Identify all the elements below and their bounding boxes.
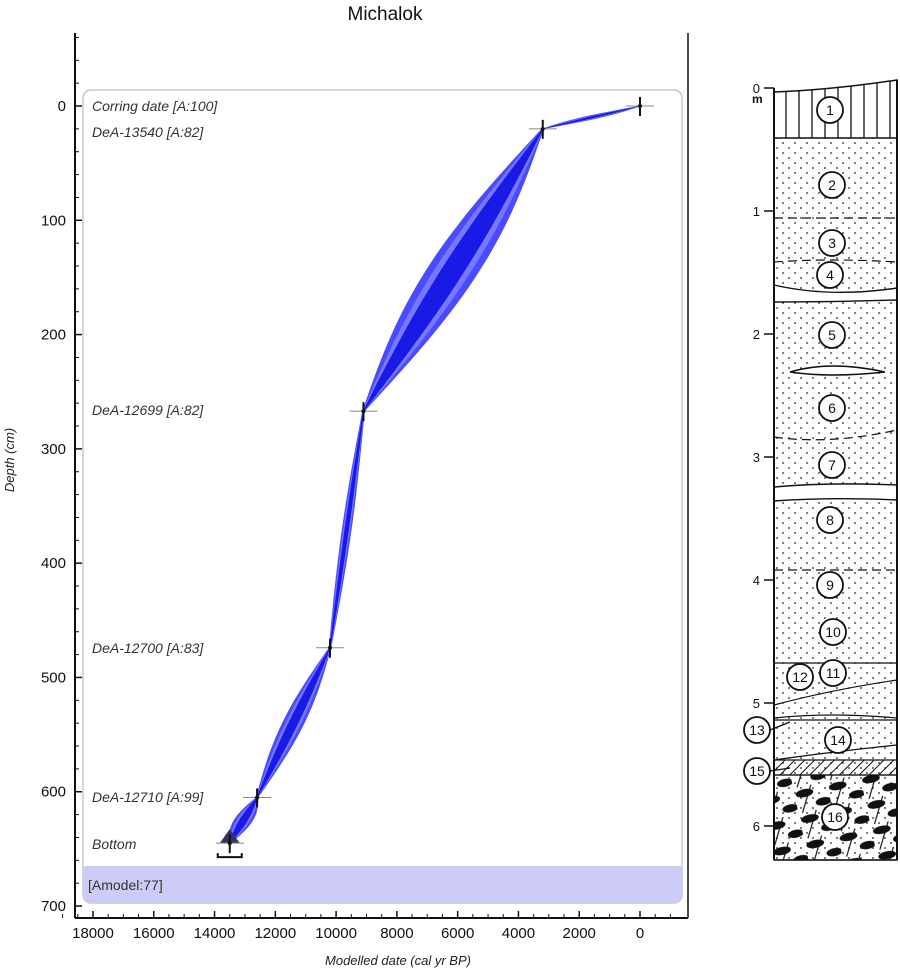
date-point — [255, 795, 260, 800]
model-box — [82, 89, 683, 904]
sample-label: DeA-12699 [A:82] — [92, 402, 204, 418]
layer-circle — [818, 321, 846, 349]
sample-labels: Corring date [A:100] DeA-13540 [A:82] DeA-… — [92, 98, 218, 852]
layer-circle — [821, 803, 849, 831]
layer-15-leader — [769, 767, 791, 772]
layer-circle — [819, 618, 847, 646]
bottom-range-bracket — [216, 853, 243, 859]
scale-label: 1 — [753, 204, 760, 219]
layer-circle — [818, 451, 846, 479]
y-tick-label: 600 — [41, 784, 66, 801]
sample-label: DeA-12700 [A:83] — [92, 640, 204, 656]
layer-13-leader — [769, 721, 791, 731]
layer-number: 5 — [828, 327, 836, 343]
x-axis-title: Modelled date (cal yr BP) — [325, 953, 471, 968]
y-axis-title: Depth (cm) — [2, 428, 17, 492]
y-tick-label: 400 — [41, 555, 66, 572]
amodel-label: [Amodel:77] — [88, 877, 163, 893]
y-tick-label: 0 — [58, 98, 66, 115]
x-tick-label: 6000 — [441, 925, 474, 942]
x-tick-label: 16000 — [133, 925, 175, 942]
layer-number: 13 — [749, 722, 765, 738]
chart-title: Michalok — [348, 4, 423, 25]
layer-circle — [818, 394, 846, 422]
y-tick-label: 300 — [41, 441, 66, 458]
layer-circle — [816, 96, 844, 124]
scale-label: 6 — [753, 819, 760, 834]
y-tick-label: 100 — [41, 212, 66, 229]
y-tick-label: 500 — [41, 669, 66, 686]
sample-label: Bottom — [92, 836, 137, 852]
layer-circle — [816, 506, 844, 534]
layer-number: 14 — [830, 732, 846, 748]
layer-number: 15 — [749, 763, 765, 779]
layer-number: 10 — [825, 624, 841, 640]
axes: 0 100 200 300 400 500 600 700 18000 16000 14000 120… — [41, 36, 671, 942]
x-tick-label: 8000 — [380, 925, 413, 942]
layer-circle — [824, 726, 852, 754]
y-tick-label: 200 — [41, 327, 66, 344]
age-envelopes — [216, 106, 642, 859]
x-tick-label: 10000 — [315, 925, 357, 942]
layer-circle — [816, 261, 844, 289]
date-markers — [215, 97, 654, 854]
scale-label: 2 — [753, 327, 760, 342]
x-tick-label: 14000 — [194, 925, 236, 942]
envelope-core — [329, 411, 364, 648]
sample-label: Corring date [A:100] — [92, 98, 218, 114]
x-tick-label: 0 — [636, 925, 644, 942]
layer-number: 6 — [828, 400, 836, 416]
envelope-core — [362, 128, 544, 412]
date-point — [361, 409, 366, 414]
x-tick-label: 18000 — [72, 925, 114, 942]
strat-unit: m — [752, 92, 763, 106]
layer-number: 12 — [792, 669, 808, 685]
scale-label: 4 — [753, 573, 760, 588]
x-tick-label: 2000 — [563, 925, 596, 942]
layer-circle — [818, 229, 846, 257]
scale-label: 0 — [753, 81, 760, 96]
depth-scale: 0 1 2 3 4 5 6 — [753, 81, 774, 834]
envelope-core — [229, 797, 258, 844]
layer-circle — [818, 171, 846, 199]
sample-label: DeA-12710 [A:99] — [92, 789, 204, 805]
layer-circle — [816, 571, 844, 599]
y-tick-label: 700 — [41, 898, 66, 915]
layer-number: 8 — [826, 512, 834, 528]
date-point — [638, 104, 642, 108]
layer-number: 4 — [826, 267, 834, 283]
layer-circle — [819, 659, 847, 687]
layer-number: 16 — [827, 809, 843, 825]
layer-number: 3 — [828, 235, 836, 251]
scale-label: 5 — [753, 696, 760, 711]
layer-number: 7 — [828, 457, 836, 473]
date-point — [227, 841, 232, 846]
layer-number: 9 — [826, 577, 834, 593]
x-tick-label: 4000 — [502, 925, 535, 942]
date-point — [328, 645, 333, 650]
plot-frame — [74, 33, 689, 919]
scale-label: 3 — [753, 450, 760, 465]
envelope-core — [542, 106, 641, 129]
envelope-core — [256, 647, 331, 798]
sample-label: DeA-13540 [A:82] — [92, 124, 204, 140]
amodel-band — [83, 866, 682, 903]
x-tick-label: 12000 — [254, 925, 296, 942]
date-point — [540, 126, 545, 131]
layer-number: 2 — [828, 177, 836, 193]
layer-number: 11 — [826, 665, 841, 681]
layer-number: 1 — [826, 102, 834, 118]
layer-circle — [786, 663, 814, 691]
